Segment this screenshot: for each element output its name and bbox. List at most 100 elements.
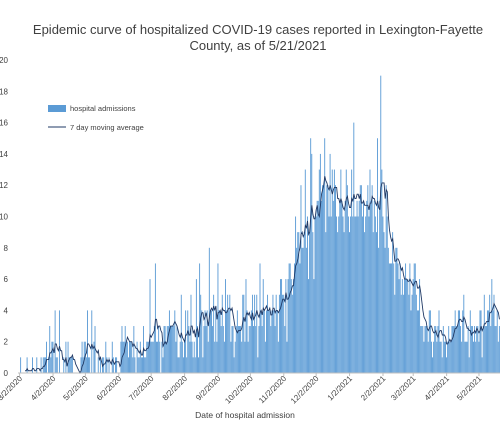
admission-bar bbox=[134, 357, 136, 373]
admission-bar bbox=[465, 341, 467, 373]
admission-bar bbox=[330, 216, 332, 373]
admission-bar bbox=[351, 169, 353, 373]
admission-bar bbox=[439, 341, 441, 373]
admission-bar bbox=[159, 341, 161, 373]
admission-bar bbox=[168, 310, 170, 373]
admission-bar bbox=[237, 326, 239, 373]
admission-bar bbox=[489, 294, 491, 373]
admission-bar bbox=[186, 357, 188, 373]
admission-bar bbox=[162, 357, 164, 373]
admission-bar bbox=[26, 357, 28, 373]
admission-bar bbox=[281, 279, 283, 373]
admission-bar bbox=[390, 263, 391, 373]
admission-bar bbox=[184, 341, 185, 373]
admission-bar bbox=[469, 310, 471, 373]
admission-bar bbox=[490, 326, 492, 373]
admission-bar bbox=[207, 341, 209, 373]
admission-bar bbox=[212, 326, 214, 373]
admission-bar bbox=[188, 326, 190, 373]
admission-bar bbox=[488, 310, 490, 373]
admission-bar bbox=[236, 310, 238, 373]
admission-bar bbox=[206, 310, 208, 373]
admission-bar bbox=[269, 310, 271, 373]
admission-bar bbox=[262, 279, 264, 373]
admission-bar bbox=[436, 341, 438, 373]
admission-bar bbox=[392, 232, 394, 373]
admission-bar bbox=[425, 326, 427, 373]
admission-bar bbox=[187, 310, 189, 373]
admission-bar bbox=[80, 357, 82, 373]
y-tick-label: 6 bbox=[4, 275, 9, 284]
admission-bar bbox=[402, 294, 404, 373]
admission-bar bbox=[304, 169, 306, 373]
admission-bar bbox=[342, 216, 344, 373]
admission-bar bbox=[313, 279, 315, 373]
admission-bar bbox=[138, 357, 140, 373]
admission-bar bbox=[377, 138, 378, 373]
admission-bar bbox=[287, 279, 289, 373]
y-tick-label: 20 bbox=[0, 56, 9, 65]
admission-bar bbox=[99, 357, 101, 373]
admission-bar bbox=[46, 341, 47, 373]
admission-bar bbox=[485, 326, 487, 373]
admission-bar bbox=[457, 310, 459, 373]
admission-bar bbox=[447, 341, 449, 373]
admission-bar bbox=[246, 310, 248, 373]
admission-bar bbox=[460, 326, 462, 373]
admission-bar bbox=[94, 326, 96, 373]
admission-bar bbox=[442, 326, 444, 373]
admission-bar bbox=[278, 294, 280, 373]
admission-bar bbox=[395, 247, 397, 373]
admission-bar bbox=[93, 341, 95, 373]
admission-bar bbox=[199, 263, 201, 373]
admission-bar bbox=[225, 279, 226, 373]
admission-bar bbox=[449, 341, 451, 373]
admission-bar bbox=[385, 185, 387, 373]
admission-bar bbox=[172, 326, 174, 373]
admission-bar bbox=[393, 263, 395, 373]
admission-bar bbox=[312, 232, 314, 373]
admission-bar bbox=[167, 326, 169, 373]
admission-bar bbox=[146, 341, 148, 373]
admission-bar bbox=[440, 341, 442, 373]
admission-bar bbox=[479, 310, 481, 373]
y-tick-label: 16 bbox=[0, 119, 9, 128]
admission-bar bbox=[68, 357, 70, 373]
admission-bar bbox=[322, 185, 323, 373]
admission-bar bbox=[234, 341, 236, 373]
admission-bar bbox=[270, 326, 272, 373]
admission-bar bbox=[228, 310, 230, 373]
admission-bar bbox=[142, 357, 143, 373]
admission-bar bbox=[156, 341, 157, 373]
admission-bar bbox=[203, 326, 205, 373]
admission-bar bbox=[150, 341, 152, 373]
admission-bar bbox=[333, 169, 335, 373]
admission-bar bbox=[421, 326, 423, 373]
admission-bar bbox=[433, 341, 435, 373]
admission-bar bbox=[305, 247, 307, 373]
admission-bar bbox=[233, 357, 235, 373]
admission-bar bbox=[474, 326, 476, 373]
admission-bar bbox=[290, 279, 292, 373]
admission-bar bbox=[263, 310, 265, 373]
admission-bar bbox=[127, 357, 129, 373]
admission-bar bbox=[405, 263, 407, 373]
admission-bar bbox=[345, 169, 347, 373]
admission-bar bbox=[266, 310, 267, 373]
admission-bar bbox=[398, 279, 400, 373]
admission-bar bbox=[336, 216, 338, 373]
admission-bar bbox=[370, 200, 372, 373]
admission-bar bbox=[48, 357, 50, 373]
admission-bar bbox=[400, 294, 402, 373]
admission-bar bbox=[366, 200, 368, 373]
admission-bar bbox=[147, 341, 149, 373]
admission-bar bbox=[369, 169, 371, 373]
admission-bar bbox=[297, 232, 299, 373]
admission-bar bbox=[240, 326, 242, 373]
admission-bar bbox=[49, 326, 51, 373]
admission-bar bbox=[456, 326, 458, 373]
admission-bar bbox=[85, 357, 87, 373]
admission-bar bbox=[223, 341, 225, 373]
admission-bar bbox=[316, 200, 318, 373]
